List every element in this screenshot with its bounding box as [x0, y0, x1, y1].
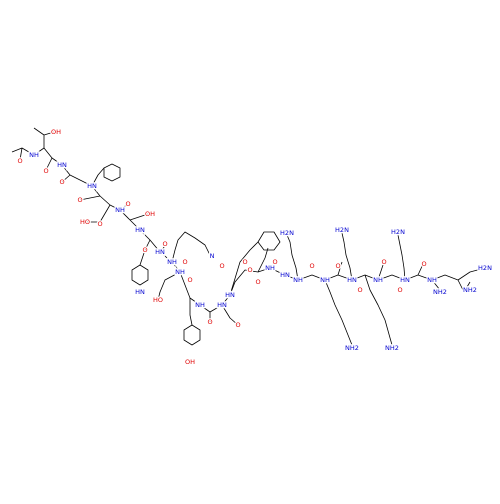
indole-ring-a — [131, 264, 149, 286]
atom-label: HN — [87, 182, 97, 190]
atom-label: O — [335, 262, 340, 270]
atom-label: O — [235, 321, 240, 329]
atom-label: O — [97, 220, 102, 228]
atom-label: HN — [225, 291, 235, 299]
atom-label: HO — [80, 218, 90, 226]
atom-label: O — [242, 258, 247, 266]
atom-label: NH — [265, 264, 275, 272]
atom-label: NH — [373, 276, 383, 284]
atom-label: O — [207, 318, 212, 326]
atom-label: O — [17, 157, 22, 165]
atom-label: HN — [57, 161, 67, 169]
atom-label: NH2 — [433, 288, 447, 296]
atom-label: N — [210, 252, 215, 260]
atom-label: O — [357, 286, 362, 294]
atom-label: NH — [195, 301, 205, 309]
atom-label: HN — [280, 271, 290, 279]
atom-label: O — [255, 278, 260, 286]
atom-label: NH — [427, 276, 437, 284]
atom-label: HN — [347, 276, 357, 284]
atom-label: O — [142, 246, 147, 254]
atom-label: O — [125, 200, 130, 208]
side-chains — [19, 127, 471, 346]
atom-label: O — [182, 258, 187, 266]
atom-label: HN — [155, 248, 165, 256]
atom-label: O — [219, 262, 224, 270]
atom-label: OH — [145, 210, 155, 218]
atom-label: O — [59, 178, 64, 186]
atom-label: NH — [167, 258, 177, 266]
atom-label: HN — [217, 301, 227, 309]
atom-label: O — [381, 258, 386, 266]
atom-label: NH — [29, 151, 39, 159]
backbone — [11, 147, 486, 313]
atom-label: NH — [293, 276, 303, 284]
atom-label: NH — [320, 276, 330, 284]
tyrosine-ring — [183, 324, 201, 346]
atom-label: OH — [51, 128, 61, 136]
atom-label: O — [77, 196, 82, 204]
atom-label: H2N — [280, 229, 294, 237]
atom-label: O — [397, 286, 402, 294]
atom-label: O — [43, 167, 48, 175]
atom-label: O — [272, 258, 277, 266]
atom-label: O — [309, 262, 314, 270]
atom-label: NH — [115, 206, 125, 214]
atom-label: OH — [185, 358, 195, 366]
indole-ring-b — [257, 231, 281, 251]
atom-label: H2N — [335, 226, 349, 234]
atom-label: O — [162, 240, 167, 248]
atom-label: H2N — [478, 264, 492, 272]
atom-label: O — [187, 276, 192, 284]
atom-label: O — [247, 266, 252, 274]
atom-label: NH2 — [385, 344, 399, 352]
atom-label: HO — [153, 296, 163, 304]
atom-label: HN — [135, 288, 145, 296]
atom-label: NH — [175, 268, 185, 276]
atom-label: O — [421, 260, 426, 268]
atom-label: NH2 — [345, 344, 359, 352]
atom-label: NH2 — [463, 286, 477, 294]
bonds — [11, 127, 486, 346]
atom-label: HN — [135, 226, 145, 234]
atom-label: HN — [400, 276, 410, 284]
phenyl-ring — [103, 163, 121, 182]
atom-label: H2N — [391, 228, 405, 236]
